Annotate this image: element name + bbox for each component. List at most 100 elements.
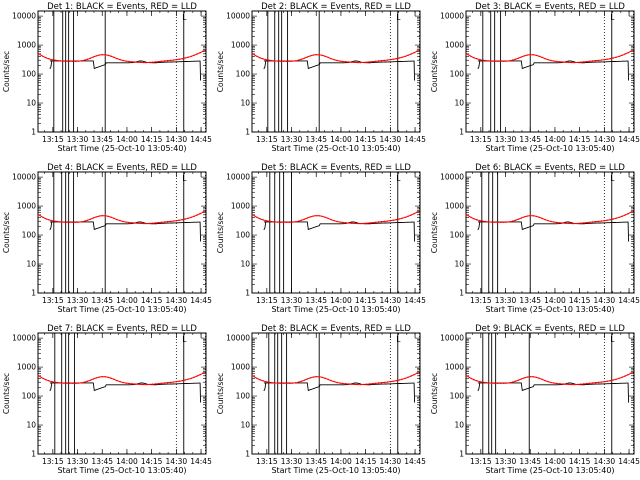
lld-point — [113, 56, 115, 59]
lld-point — [532, 376, 534, 378]
x-tick-label: 14:45 — [618, 296, 640, 305]
lld-point — [282, 382, 285, 384]
x-tick-label: 14:45 — [190, 457, 212, 466]
lld-point — [603, 59, 606, 61]
lld-point — [187, 378, 189, 380]
lld-point — [45, 218, 47, 220]
lld-point — [66, 221, 68, 223]
lld-point — [315, 376, 317, 378]
lld-point — [333, 219, 335, 222]
lld-point — [315, 54, 317, 56]
lld-point — [172, 59, 175, 61]
corner-mark: L — [182, 174, 187, 183]
x-tick-label: 14:30 — [380, 296, 402, 305]
lld-point — [559, 61, 561, 63]
y-tick-label: 1 — [31, 128, 36, 137]
x-tick-label: 13:15 — [42, 296, 64, 305]
lld-point — [128, 60, 130, 63]
lld-point — [166, 60, 169, 62]
lld-point — [77, 221, 80, 223]
y-tick-label: 1 — [245, 450, 250, 459]
lld-point — [271, 381, 273, 384]
lld-point — [83, 59, 86, 61]
lld-point — [175, 59, 178, 61]
lld-point — [597, 220, 600, 223]
lld-point — [146, 222, 148, 225]
lld-point — [386, 381, 389, 383]
lld-point — [256, 216, 258, 218]
lld-point — [541, 217, 543, 220]
lld-point — [520, 378, 522, 380]
lld-point — [553, 60, 555, 62]
lld-point — [339, 382, 341, 384]
x-axis-title: Start Time (25-Oct-10 13:05:40) — [485, 305, 614, 314]
lld-point — [57, 220, 59, 223]
lld-point — [181, 380, 183, 382]
lld-point — [166, 221, 169, 223]
lld-point — [496, 382, 499, 384]
lld-point — [259, 57, 261, 59]
lld-point — [190, 55, 192, 57]
lld-point — [398, 218, 400, 220]
lld-point — [253, 214, 255, 217]
corner-mark: L — [610, 335, 615, 344]
lld-point — [348, 61, 350, 63]
lld-point — [395, 58, 397, 60]
x-tick-label: 13:15 — [470, 457, 492, 466]
lld-point — [550, 381, 552, 384]
lld-point — [95, 377, 98, 379]
lld-point — [184, 218, 186, 220]
lld-point — [137, 383, 139, 385]
lld-point — [354, 222, 356, 225]
lld-point — [184, 57, 186, 59]
lld-point — [277, 382, 279, 384]
lld-point — [624, 214, 626, 216]
lld-point — [416, 372, 418, 374]
x-tick-label: 13:30 — [67, 135, 89, 144]
lld-point — [104, 376, 106, 378]
lld-point — [485, 220, 487, 223]
lld-point — [407, 54, 409, 56]
lld-point — [377, 382, 380, 384]
x-tick-label: 14:30 — [594, 457, 616, 466]
lld-point — [57, 381, 59, 384]
lld-point — [630, 50, 632, 52]
x-axis-title: Start Time (25-Oct-10 13:05:40) — [57, 144, 186, 153]
lld-point — [63, 221, 65, 223]
lld-point — [277, 221, 279, 223]
lld-point — [588, 221, 591, 223]
lld-point — [386, 59, 389, 61]
lld-point — [532, 215, 534, 217]
lld-point — [562, 383, 564, 385]
lld-point — [175, 381, 178, 383]
lld-point — [104, 54, 106, 56]
lld-point — [342, 221, 344, 224]
lld-point — [125, 382, 127, 384]
x-tick-label: 13:30 — [67, 457, 89, 466]
x-tick-label: 14:00 — [544, 296, 566, 305]
lld-point — [282, 60, 285, 62]
lld-point — [68, 382, 71, 384]
x-tick-label: 14:00 — [330, 296, 352, 305]
y-axis-title: Counts/sec — [2, 373, 11, 414]
lld-point — [585, 61, 588, 63]
x-tick-label: 13:15 — [256, 135, 278, 144]
chart-panel-6: Det 6: BLACK = Events, RED = LLD 1 10 100 10… — [430, 163, 640, 314]
lld-point — [74, 382, 77, 384]
lld-point — [110, 216, 112, 218]
lld-point — [119, 58, 121, 61]
lld-point — [134, 383, 136, 385]
lld-point — [157, 383, 160, 385]
lld-point — [404, 55, 406, 57]
lld-point — [330, 57, 332, 60]
lld-point — [149, 61, 151, 64]
lld-point — [550, 220, 552, 223]
lld-point — [404, 377, 406, 379]
lld-point — [92, 378, 95, 380]
lld-point — [348, 383, 350, 385]
lld-point — [618, 216, 620, 218]
x-tick-label: 14:00 — [544, 135, 566, 144]
lld-point — [505, 382, 508, 384]
y-tick-label: 1000 — [17, 41, 36, 50]
y-tick-label: 10000 — [12, 12, 36, 21]
